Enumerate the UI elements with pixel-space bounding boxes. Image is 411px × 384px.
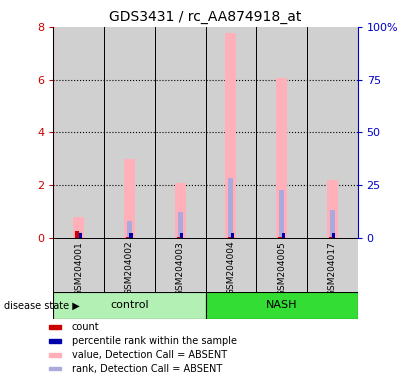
Bar bbox=[76, 232, 81, 238]
Bar bbox=[49, 353, 61, 356]
Bar bbox=[307, 238, 358, 292]
Bar bbox=[228, 237, 231, 238]
Title: GDS3431 / rc_AA874918_at: GDS3431 / rc_AA874918_at bbox=[109, 10, 302, 25]
Bar bbox=[49, 326, 61, 329]
Bar bbox=[276, 78, 287, 238]
Bar bbox=[49, 367, 61, 370]
Bar bbox=[231, 233, 234, 238]
Bar bbox=[278, 237, 282, 238]
Bar bbox=[256, 27, 307, 238]
Bar bbox=[307, 27, 358, 238]
Text: GSM204017: GSM204017 bbox=[328, 241, 337, 296]
Bar bbox=[330, 210, 335, 238]
Bar bbox=[225, 33, 236, 238]
Bar bbox=[256, 238, 307, 292]
Bar bbox=[175, 183, 186, 238]
Bar bbox=[104, 238, 155, 292]
Bar bbox=[332, 233, 335, 238]
Text: GSM204001: GSM204001 bbox=[74, 241, 83, 296]
Bar bbox=[126, 237, 130, 238]
Text: value, Detection Call = ABSENT: value, Detection Call = ABSENT bbox=[72, 350, 227, 360]
Bar bbox=[76, 231, 79, 238]
Bar bbox=[53, 238, 104, 292]
Bar bbox=[155, 238, 206, 292]
Bar bbox=[206, 292, 358, 319]
Bar bbox=[329, 237, 332, 238]
Text: GSM204004: GSM204004 bbox=[226, 241, 236, 295]
Bar bbox=[327, 180, 338, 238]
Text: rank, Detection Call = ABSENT: rank, Detection Call = ABSENT bbox=[72, 364, 222, 374]
Bar bbox=[282, 233, 284, 238]
Bar bbox=[73, 217, 84, 238]
Text: GSM204003: GSM204003 bbox=[175, 241, 185, 296]
Text: percentile rank within the sample: percentile rank within the sample bbox=[72, 336, 237, 346]
Bar bbox=[79, 233, 82, 238]
Bar bbox=[155, 27, 206, 238]
Text: GSM204002: GSM204002 bbox=[125, 241, 134, 295]
Text: control: control bbox=[110, 300, 149, 310]
Text: disease state ▶: disease state ▶ bbox=[4, 300, 80, 310]
Bar bbox=[279, 190, 284, 238]
Bar bbox=[206, 238, 256, 292]
Bar bbox=[178, 212, 182, 238]
Bar bbox=[53, 27, 104, 238]
Text: GSM204005: GSM204005 bbox=[277, 241, 286, 296]
Bar bbox=[49, 339, 61, 343]
Text: NASH: NASH bbox=[266, 300, 297, 310]
Bar bbox=[180, 233, 183, 238]
Bar bbox=[129, 233, 132, 238]
Bar bbox=[229, 178, 233, 238]
Bar bbox=[53, 292, 206, 319]
Bar bbox=[206, 27, 256, 238]
Bar bbox=[124, 159, 135, 238]
Bar bbox=[177, 237, 180, 238]
Text: count: count bbox=[72, 322, 99, 332]
Bar bbox=[127, 221, 132, 238]
Bar bbox=[104, 27, 155, 238]
